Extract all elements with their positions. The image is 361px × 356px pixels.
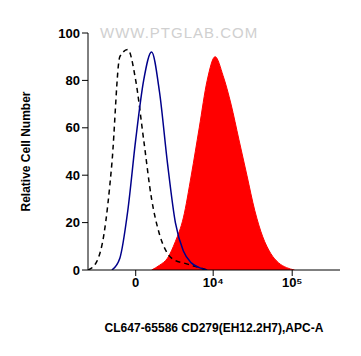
svg-text:10⁴: 10⁴: [203, 275, 224, 290]
svg-text:100: 100: [58, 26, 80, 41]
svg-text:Relative Cell Number: Relative Cell Number: [19, 91, 33, 211]
svg-text:80: 80: [66, 73, 80, 88]
svg-text:CL647-65586 CD279(EH12.2H7),AP: CL647-65586 CD279(EH12.2H7),APC-A: [105, 321, 324, 335]
html-text:WWW.PTGLAB.COM: WWW.PTGLAB.COM: [100, 24, 259, 41]
svg-text:0: 0: [132, 275, 139, 290]
svg-text:0: 0: [73, 263, 80, 278]
svg-text:60: 60: [66, 120, 80, 135]
svg-text:20: 20: [66, 215, 80, 230]
svg-text:10⁵: 10⁵: [282, 275, 303, 290]
svg-text:40: 40: [66, 168, 80, 183]
